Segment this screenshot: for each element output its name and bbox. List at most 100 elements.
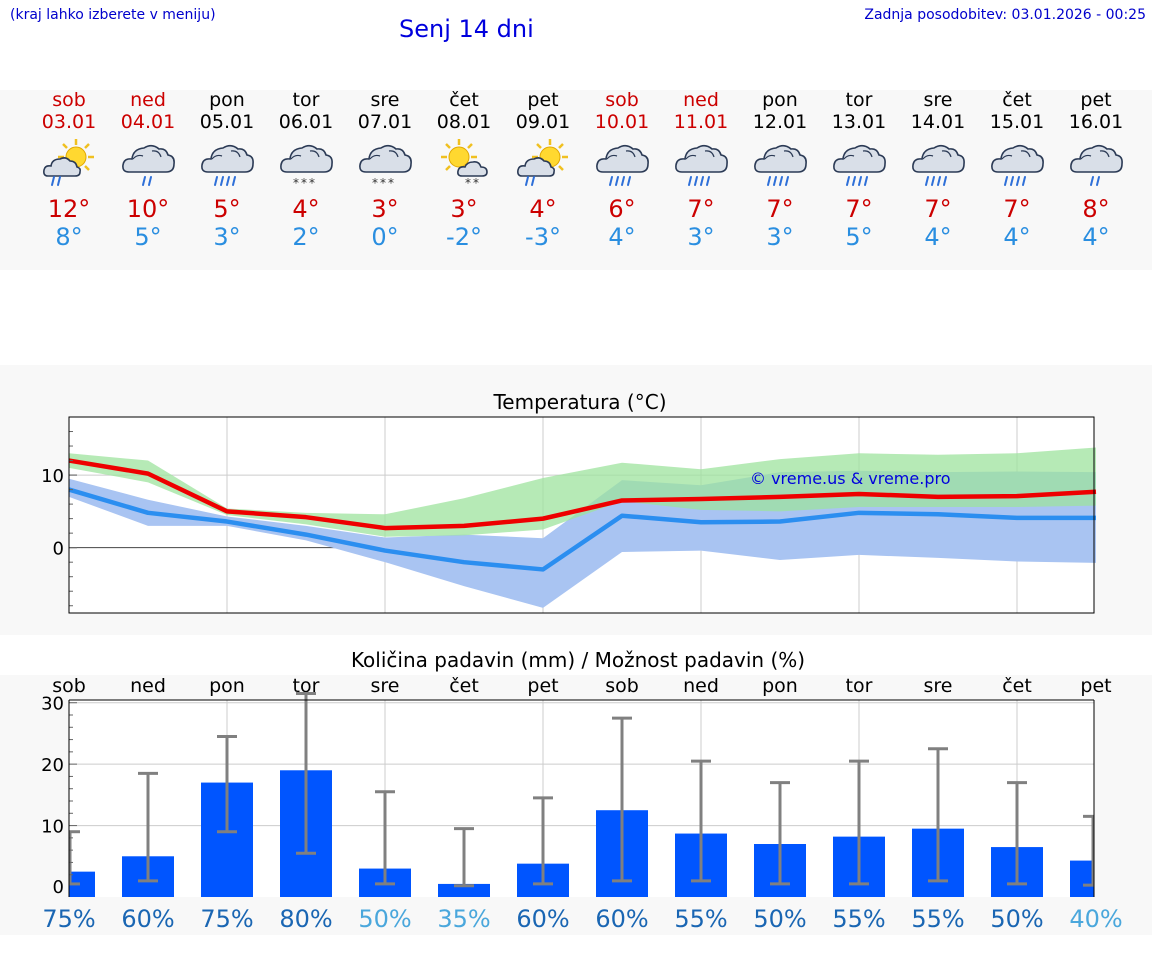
day-name: tor xyxy=(292,89,320,111)
forecast-day: pet 16.01 8° 4° xyxy=(1056,89,1136,252)
cloud-heavy-rain-icon xyxy=(991,144,1044,186)
precipitation-probability: 40% xyxy=(1069,905,1122,933)
min-temperature: 2° xyxy=(292,223,320,251)
max-temperature: 3° xyxy=(450,195,478,223)
precipitation-category-label: sob xyxy=(52,675,86,697)
day-name: pon xyxy=(762,89,798,111)
precipitation-probability: 75% xyxy=(42,905,95,933)
precipitation-chart: Količina padavin (mm) / Možnost padavin … xyxy=(41,648,1123,933)
precipitation-tick-label: 10 xyxy=(41,817,64,838)
day-name: čet xyxy=(1002,89,1032,111)
cloud-snow-icon: * * * xyxy=(280,144,333,190)
min-temperature: 4° xyxy=(1003,223,1031,251)
temperature-plot-frame xyxy=(68,416,1095,614)
min-temperature: 3° xyxy=(213,223,241,251)
day-date: 16.01 xyxy=(1068,111,1124,133)
day-date: 07.01 xyxy=(357,111,413,133)
day-name: čet xyxy=(449,89,479,111)
min-temperature: -2° xyxy=(446,223,482,251)
forecast-band xyxy=(0,90,1152,270)
precipitation-probability: 55% xyxy=(674,905,727,933)
day-name: pon xyxy=(209,89,245,111)
max-temperature-range xyxy=(69,447,1096,537)
precipitation-probability: 75% xyxy=(200,905,253,933)
cloud-rain-icon xyxy=(1070,144,1123,186)
sun-cloud-snow-icon: * * xyxy=(441,139,488,190)
max-temperature: 10° xyxy=(126,195,170,223)
forecast-day: sob 10.01 6° 4° xyxy=(582,89,662,252)
precipitation-category-label: sre xyxy=(371,675,400,697)
min-temperature: 5° xyxy=(845,223,873,251)
day-date: 09.01 xyxy=(515,111,571,133)
svg-text:*: * xyxy=(372,176,378,190)
max-temperature: 3° xyxy=(371,195,399,223)
svg-text:*: * xyxy=(473,176,479,190)
precipitation-probability: 60% xyxy=(516,905,569,933)
precipitation-category-label: sre xyxy=(924,675,953,697)
svg-text:*: * xyxy=(293,176,299,190)
precipitation-bar xyxy=(1070,860,1094,897)
forecast-day: pon 12.01 7° 3° xyxy=(740,89,820,252)
watermark: © vreme.us & vreme.pro xyxy=(750,469,951,488)
min-temperature-line xyxy=(68,487,1096,572)
day-name: sre xyxy=(370,89,400,111)
temperature-tick-label: 0 xyxy=(53,539,64,560)
forecast-day: sre 14.01 7° 4° xyxy=(898,90,978,252)
cloud-heavy-rain-icon xyxy=(675,144,728,186)
day-name: sob xyxy=(605,89,639,111)
max-temperature: 6° xyxy=(608,195,636,223)
temperature-chart: Temperatura (°C) 0 10 © vreme.us & vreme.… xyxy=(41,390,1097,614)
precipitation-category-label: čet xyxy=(1002,675,1032,697)
day-name: pet xyxy=(1080,89,1112,111)
day-name: pet xyxy=(527,89,559,111)
svg-text:*: * xyxy=(465,176,471,190)
precipitation-tick-label: 30 xyxy=(41,694,64,715)
cloud-heavy-rain-icon xyxy=(912,144,965,186)
max-temperature: 12° xyxy=(47,195,91,223)
max-temperature: 7° xyxy=(766,195,794,223)
forecast-day: ned 11.01 7° 3° xyxy=(661,89,741,252)
max-temperature: 7° xyxy=(924,195,952,223)
daily-forecast: sob 03.01 12° 8° ned 04.01 10° 5° pon 05.01 5° 3° to… xyxy=(0,90,1152,270)
min-temperature: 4° xyxy=(1082,223,1110,251)
day-date: 10.01 xyxy=(594,111,650,133)
min-temperature: 0° xyxy=(371,223,399,251)
day-date: 04.01 xyxy=(120,111,176,133)
cloud-heavy-rain-icon xyxy=(596,144,649,186)
forecast-day: tor 13.01 7° 5° xyxy=(819,90,899,252)
precipitation-probability: 50% xyxy=(358,905,411,933)
min-temperature: 5° xyxy=(134,223,162,251)
forecast-day: tor 06.01 * * * 4° 2° xyxy=(266,89,346,252)
day-name: ned xyxy=(683,89,719,111)
precipitation-category-label: čet xyxy=(449,675,479,697)
day-date: 14.01 xyxy=(910,111,966,133)
cloud-heavy-rain-icon xyxy=(754,144,807,186)
svg-text:*: * xyxy=(309,176,315,190)
max-temperature: 4° xyxy=(529,195,557,223)
day-date: 05.01 xyxy=(199,111,255,133)
min-temperature: -3° xyxy=(525,223,561,251)
sun-cloud-rain-icon xyxy=(43,139,94,186)
precipitation-category-label: pet xyxy=(527,675,558,697)
precipitation-category-label: sob xyxy=(605,675,639,697)
day-date: 06.01 xyxy=(278,111,334,133)
day-date: 15.01 xyxy=(989,111,1045,133)
forecast-day: ned 04.01 10° 5° xyxy=(108,90,188,252)
page-title: Senj 14 dni xyxy=(399,15,534,43)
max-temperature: 7° xyxy=(687,195,715,223)
forecast-day: čet 08.01 * * 3° -2° xyxy=(424,89,504,252)
min-temperature: 4° xyxy=(924,223,952,251)
precipitation-chart-title: Količina padavin (mm) / Možnost padavin … xyxy=(351,648,805,672)
precipitation-category-label: ned xyxy=(683,675,719,697)
precipitation-probability: 55% xyxy=(911,905,964,933)
day-date: 11.01 xyxy=(673,111,729,133)
cloud-heavy-rain-icon xyxy=(201,144,254,186)
location-hint: (kraj lahko izberete v meniju) xyxy=(10,7,216,23)
svg-text:*: * xyxy=(388,176,394,190)
max-temperature: 8° xyxy=(1082,195,1110,223)
max-temperature-line xyxy=(68,458,1097,531)
precipitation-category-label: ned xyxy=(130,675,166,697)
max-temperature: 7° xyxy=(1003,195,1031,223)
last-updated: Zadnja posodobitev: 03.01.2026 - 00:25 xyxy=(864,7,1146,23)
precipitation-bar xyxy=(438,883,490,897)
